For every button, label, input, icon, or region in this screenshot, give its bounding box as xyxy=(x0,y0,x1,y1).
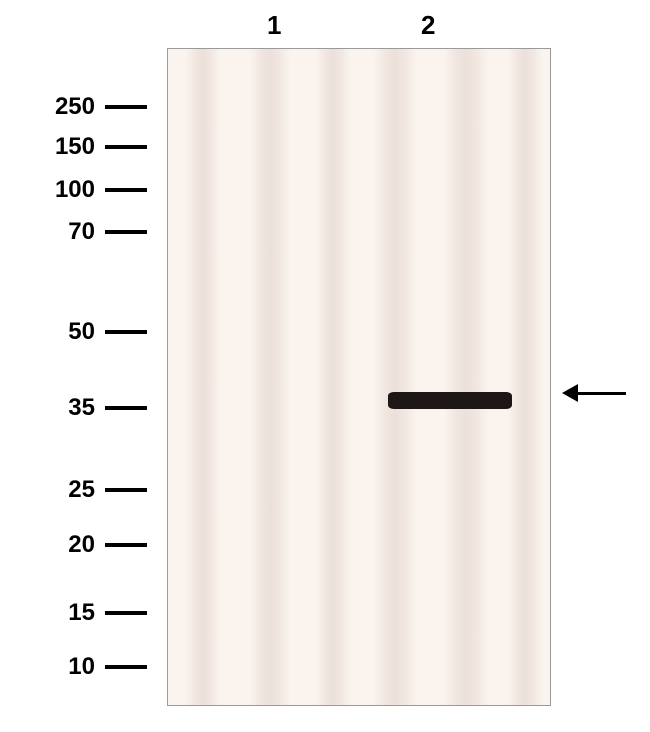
membrane-streak xyxy=(508,49,542,705)
mw-tick-70 xyxy=(105,230,147,234)
mw-tick-150 xyxy=(105,145,147,149)
membrane-streak xyxy=(444,49,488,705)
mw-tick-250 xyxy=(105,105,147,109)
arrow-shaft xyxy=(578,392,626,395)
membrane-streak xyxy=(186,49,220,705)
mw-tick-35 xyxy=(105,406,147,410)
mw-label-50: 50 xyxy=(68,318,95,346)
mw-label-35: 35 xyxy=(68,394,95,422)
membrane-streak xyxy=(250,49,290,705)
mw-label-250: 250 xyxy=(55,93,95,121)
mw-label-70: 70 xyxy=(68,218,95,246)
mw-tick-25 xyxy=(105,488,147,492)
mw-label-150: 150 xyxy=(55,133,95,161)
mw-tick-10 xyxy=(105,665,147,669)
lane-label-2: 2 xyxy=(421,10,435,41)
blot-figure: 1 2 250 150 100 70 50 35 25 20 15 10 xyxy=(0,0,650,732)
lane-label-1: 1 xyxy=(267,10,281,41)
membrane-streak xyxy=(374,49,416,705)
blot-membrane xyxy=(167,48,551,706)
membrane-streak xyxy=(316,49,350,705)
mw-tick-20 xyxy=(105,543,147,547)
mw-label-15: 15 xyxy=(68,599,95,627)
mw-label-20: 20 xyxy=(68,531,95,559)
band-lane2 xyxy=(388,392,512,409)
mw-label-10: 10 xyxy=(68,653,95,681)
mw-tick-15 xyxy=(105,611,147,615)
mw-label-25: 25 xyxy=(68,476,95,504)
mw-label-100: 100 xyxy=(55,176,95,204)
mw-tick-100 xyxy=(105,188,147,192)
mw-tick-50 xyxy=(105,330,147,334)
arrow-head-icon xyxy=(562,384,578,402)
